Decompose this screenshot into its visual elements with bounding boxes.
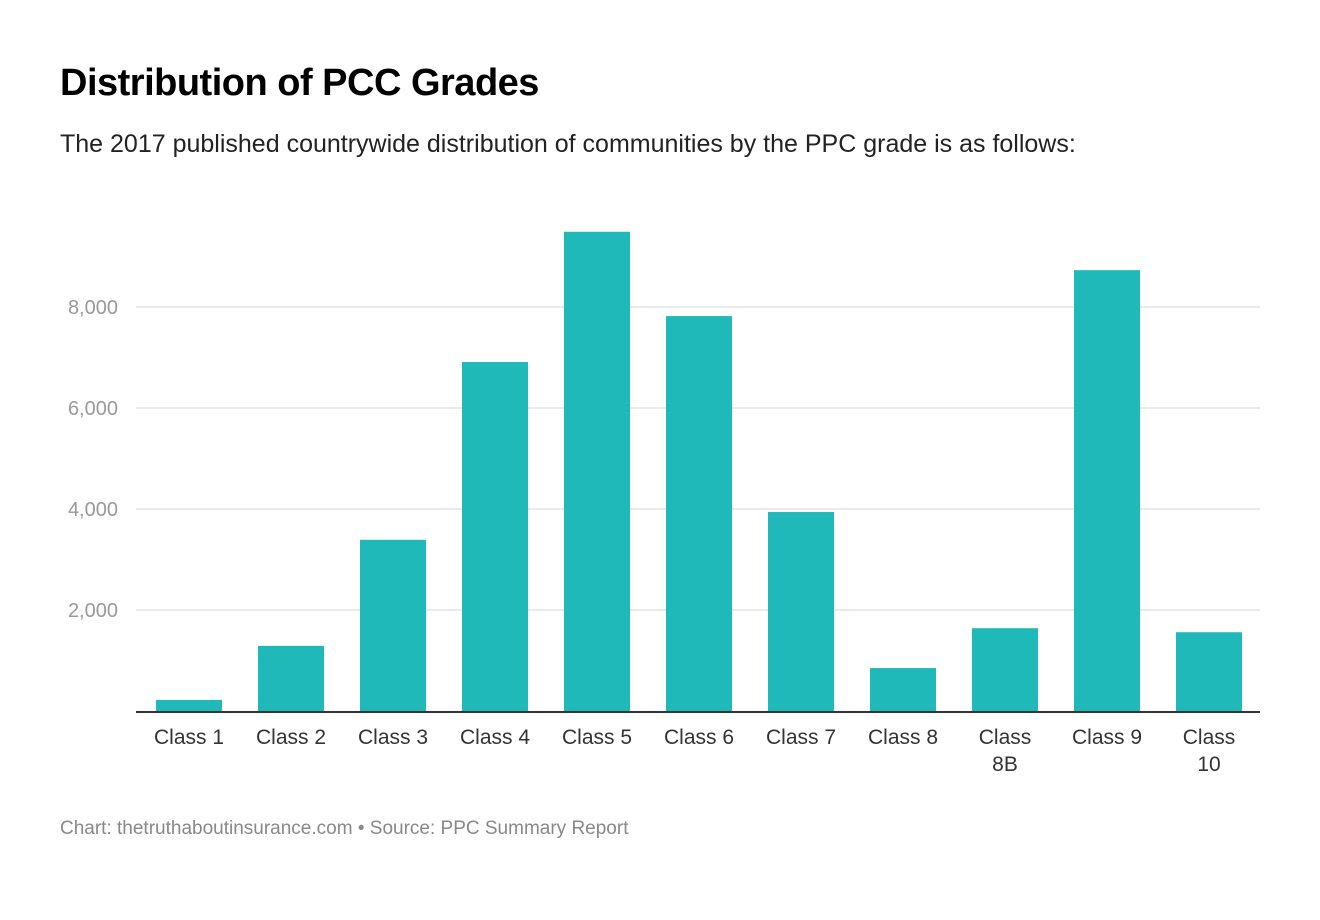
- bar-class-8b: [972, 628, 1038, 711]
- footer-separator: •: [357, 818, 365, 839]
- bar-class-10: [1176, 632, 1242, 711]
- bar-class-6: [666, 316, 732, 711]
- bar-class-2: [258, 645, 324, 711]
- y-tick-label: 6,000: [68, 398, 118, 420]
- x-tick-label: Class 6: [664, 726, 734, 749]
- x-tick-label: Class 4: [460, 726, 530, 749]
- chart-footer: Chart: thetruthaboutinsurance.com • Sour…: [60, 818, 628, 840]
- bar-class-4: [462, 362, 528, 711]
- x-tick-label: Class 5: [562, 726, 632, 749]
- y-tick-label: 2,000: [68, 600, 118, 622]
- chart-subtitle: The 2017 published countrywide distribut…: [60, 130, 1076, 158]
- x-tick-label: Class 10: [1183, 726, 1236, 776]
- bar-class-3: [360, 539, 426, 711]
- y-tick-label: 4,000: [68, 499, 118, 521]
- x-tick-label: Class 9: [1072, 726, 1142, 749]
- bar-class-8: [870, 668, 936, 711]
- y-tick-label: 8,000: [68, 297, 118, 319]
- x-tick-label: Class 7: [766, 726, 836, 749]
- chart-source: Source: PPC Summary Report: [369, 818, 629, 839]
- chart-credit: Chart: thetruthaboutinsurance.com: [60, 818, 353, 839]
- chart-title: Distribution of PCC Grades: [60, 62, 539, 104]
- x-tick-label: Class 3: [358, 726, 428, 749]
- x-tick-label: Class 1: [154, 726, 224, 749]
- x-tick-label: Class 2: [256, 726, 326, 749]
- bar-class-1: [156, 699, 222, 711]
- bar-class-7: [768, 512, 834, 711]
- x-tick-label: Class 8B: [979, 726, 1032, 776]
- bar-class-9: [1074, 270, 1140, 711]
- x-tick-label: Class 8: [868, 726, 938, 749]
- bar-class-5: [564, 231, 630, 711]
